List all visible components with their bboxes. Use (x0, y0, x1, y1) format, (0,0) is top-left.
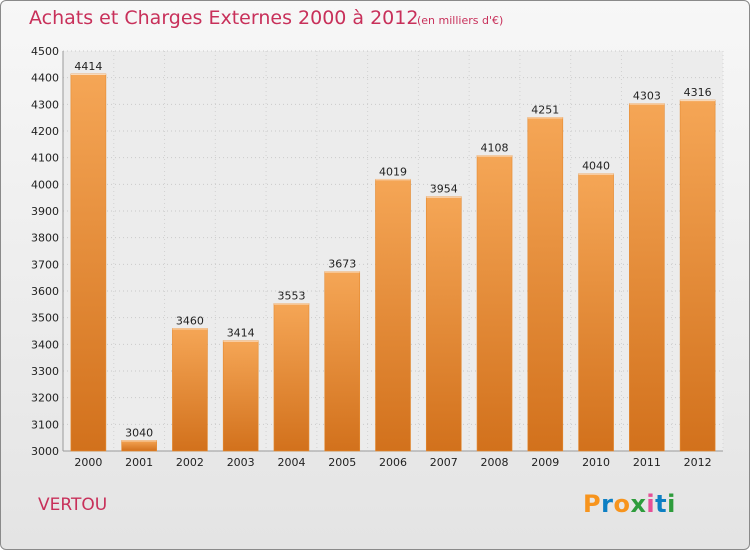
x-tick-label: 2009 (531, 456, 559, 469)
data-label: 3460 (176, 314, 204, 327)
data-label: 3414 (227, 327, 255, 340)
data-label: 3040 (125, 426, 153, 439)
y-tick-label: 3800 (31, 232, 59, 245)
logo-letter: r (601, 490, 614, 518)
data-label: 4251 (531, 103, 559, 116)
logo-letter: P (583, 490, 602, 518)
data-labels: 4414 3040 3460 3414 3553 3673 4019 3954 4108 4251… (74, 60, 711, 439)
logo-letter: o (613, 490, 631, 518)
y-tick-label: 3200 (31, 392, 59, 405)
data-label: 3954 (430, 183, 458, 196)
y-tick-label: 3700 (31, 258, 59, 271)
data-label: 4316 (684, 86, 712, 99)
x-tick-label: 2012 (684, 456, 712, 469)
bar (476, 155, 513, 452)
x-tick-label: 2007 (430, 456, 458, 469)
bar (121, 440, 157, 452)
y-tick-label: 3900 (31, 205, 59, 218)
chart-title: Achats et Charges Externes 2000 à 2012 (29, 7, 419, 29)
y-tick-label: 4100 (31, 152, 59, 165)
chart-subtitle: (en milliers d'€) (417, 14, 504, 27)
data-label: 3553 (277, 290, 305, 303)
y-tick-label: 3100 (31, 418, 59, 431)
y-tick-label: 4300 (31, 98, 59, 111)
x-tick-label: 2005 (328, 456, 356, 469)
y-tick-label: 3500 (31, 312, 59, 325)
x-tick-label: 2010 (582, 456, 610, 469)
y-tick-label: 4000 (31, 178, 59, 191)
x-tick-label: 2008 (481, 456, 509, 469)
bar (222, 340, 259, 452)
y-tick-label: 3400 (31, 338, 59, 351)
data-label: 3673 (328, 258, 356, 271)
bar (629, 103, 665, 452)
logo-letter: x (630, 490, 647, 518)
x-tick-label: 2000 (74, 456, 102, 469)
y-tick-label: 4200 (31, 125, 59, 138)
logo-letter: i (646, 490, 656, 518)
data-label: 4040 (582, 160, 610, 173)
bar (527, 117, 564, 452)
data-label: 4414 (74, 60, 102, 73)
bar (578, 173, 614, 452)
commune-name: VERTOU (38, 495, 108, 515)
data-label: 4303 (633, 90, 661, 103)
x-tick-label: 2011 (633, 456, 661, 469)
logo-letter: t (655, 490, 668, 518)
bar (172, 328, 208, 452)
x-tick-label: 2004 (277, 456, 305, 469)
y-tick-label: 3000 (31, 445, 59, 458)
bar (70, 73, 107, 452)
x-tick-label: 2006 (379, 456, 407, 469)
y-tick-label: 4500 (31, 45, 59, 58)
bars (70, 73, 716, 452)
proxiti-logo: Proxiti (583, 490, 676, 518)
bar (324, 271, 361, 452)
bar (375, 178, 411, 452)
y-tick-label: 3300 (31, 365, 59, 378)
bar (679, 99, 716, 452)
data-label: 4108 (481, 142, 509, 155)
x-tick-label: 2001 (125, 456, 153, 469)
bar (273, 303, 310, 452)
y-tick-label: 3600 (31, 285, 59, 298)
bar (425, 196, 462, 452)
y-tick-label: 4400 (31, 72, 59, 85)
data-label: 4019 (379, 165, 407, 178)
x-tick-label: 2002 (176, 456, 204, 469)
x-tick-label: 2003 (227, 456, 255, 469)
logo-letter: i (667, 490, 676, 518)
